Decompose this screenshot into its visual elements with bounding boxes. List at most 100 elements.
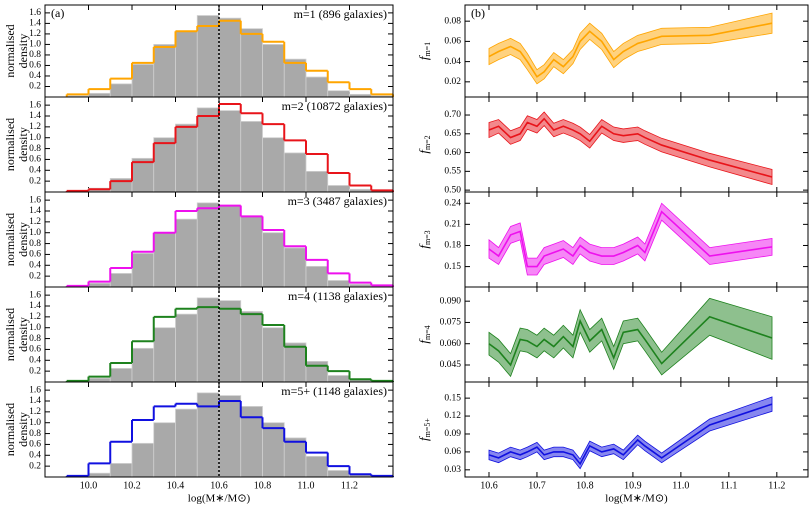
y-tick-label: 0.6 <box>29 440 41 450</box>
hist-bar <box>262 44 285 98</box>
y-axis-label: fm=1 <box>416 42 432 60</box>
y-tick-label: 0.075 <box>440 318 462 328</box>
y-tick-label: 1.0 <box>29 323 41 333</box>
hist-bar <box>131 64 155 98</box>
y-axis-label: normalised <box>3 213 17 266</box>
y-tick-label: 0.6 <box>29 345 41 355</box>
y-tick-label: 0.24 <box>444 198 461 208</box>
x-tick-label: 10.0 <box>80 480 98 491</box>
y-tick-label: 0.15 <box>444 393 461 403</box>
hist-bar <box>218 300 242 383</box>
hist-bar <box>175 123 198 193</box>
hist-bar <box>196 15 220 98</box>
y-tick-label: 1.0 <box>29 228 41 238</box>
line <box>488 22 773 78</box>
y-tick-label: 1.4 <box>29 19 41 29</box>
y-axis-label: density <box>16 222 30 257</box>
y-tick-label: 1.0 <box>29 40 41 50</box>
y-axis-label: fm=5+ <box>416 418 432 441</box>
hist-bar <box>262 232 285 288</box>
error-band <box>488 297 773 378</box>
plot-frame <box>44 381 394 478</box>
y-label-main: f <box>416 243 431 249</box>
line <box>488 210 773 268</box>
y-tick-label: 1.0 <box>29 418 41 428</box>
line <box>488 315 773 367</box>
y-axis-label: normalised <box>3 118 17 171</box>
hist-bar <box>175 30 198 98</box>
line <box>488 117 773 178</box>
y-tick-label: 0.15 <box>444 262 461 272</box>
annotation: m=2 (10872 galaxies) <box>282 99 387 113</box>
y-tick-label: 0.2 <box>29 271 41 281</box>
hist-bar <box>327 280 350 288</box>
error-band <box>488 12 773 85</box>
hist-bar <box>327 470 350 478</box>
y-tick-label: 0.08 <box>444 16 461 26</box>
hist-bar <box>109 273 133 288</box>
hist-bar <box>218 110 242 193</box>
hist-bar <box>240 311 263 383</box>
hist-bar <box>153 137 176 193</box>
y-label-sub: m=4 <box>423 325 432 340</box>
y-tick-label: 1.4 <box>29 206 41 216</box>
x-tick-label: 11.1 <box>720 480 737 491</box>
hist-bar <box>196 202 220 288</box>
x-tick-label: 10.8 <box>576 480 594 491</box>
y-axis-label: normalised <box>3 308 17 361</box>
y-label-sub: m=1 <box>423 42 432 57</box>
annotation: m=3 (3487 galaxies) <box>288 194 387 208</box>
y-tick-label: 1.2 <box>29 217 41 227</box>
x-axis-label: log(M∗/M⊙) <box>605 493 668 505</box>
y-tick-label: 0.060 <box>440 339 462 349</box>
y-tick-label: 0.06 <box>444 37 461 47</box>
x-tick-label: 10.7 <box>528 480 546 491</box>
y-tick-label: 1.6 <box>29 100 41 110</box>
hist-bar <box>262 422 285 478</box>
x-tick-label: 10.6 <box>210 480 228 491</box>
y-axis-label: density <box>16 127 30 162</box>
x-axis-label: log(M∗/M⊙) <box>188 493 251 505</box>
plot-frame <box>464 381 809 478</box>
y-tick-label: 0.8 <box>29 144 41 154</box>
y-tick-label: 0.090 <box>440 296 462 306</box>
hist-bar <box>218 205 242 288</box>
hist-bar <box>196 107 220 193</box>
y-label-sub: m=2 <box>423 135 432 150</box>
hist-bar <box>88 92 111 98</box>
y-label-main: f <box>416 435 431 441</box>
hist-bar <box>131 252 155 288</box>
y-tick-label: 1.6 <box>29 8 41 18</box>
hist-bar <box>175 218 198 288</box>
hist-bar <box>175 408 198 478</box>
y-tick-label: 0.18 <box>444 241 461 251</box>
y-tick-label: 0.70 <box>444 110 461 120</box>
y-label-main: f <box>416 338 431 344</box>
annotation: m=4 (1138 galaxies) <box>288 289 387 303</box>
hist-bar <box>240 28 263 98</box>
hist-bar <box>175 313 198 383</box>
y-axis-label: normalised <box>3 24 17 77</box>
y-tick-label: 0.4 <box>29 355 41 365</box>
y-tick-label: 1.4 <box>29 111 41 121</box>
hist-bar <box>131 347 155 383</box>
x-tick-label: 10.4 <box>167 480 185 491</box>
y-tick-label: 0.8 <box>29 429 41 439</box>
hist-bar <box>88 377 111 383</box>
hist-bar <box>88 282 111 288</box>
y-tick-label: 0.4 <box>29 450 41 460</box>
hist-bar <box>196 297 220 383</box>
error-band <box>488 202 773 276</box>
hist-bar <box>109 83 133 98</box>
hist-bar <box>262 137 285 193</box>
y-tick-label: 0.4 <box>29 165 41 175</box>
hist-bar <box>109 368 133 383</box>
y-axis-label: normalised <box>3 403 17 456</box>
line <box>488 403 773 466</box>
hist-bar <box>88 472 111 478</box>
x-tick-label: 10.9 <box>624 480 642 491</box>
hist-bar <box>327 375 350 383</box>
hist-bar <box>305 170 329 193</box>
hist-bar <box>240 216 263 288</box>
